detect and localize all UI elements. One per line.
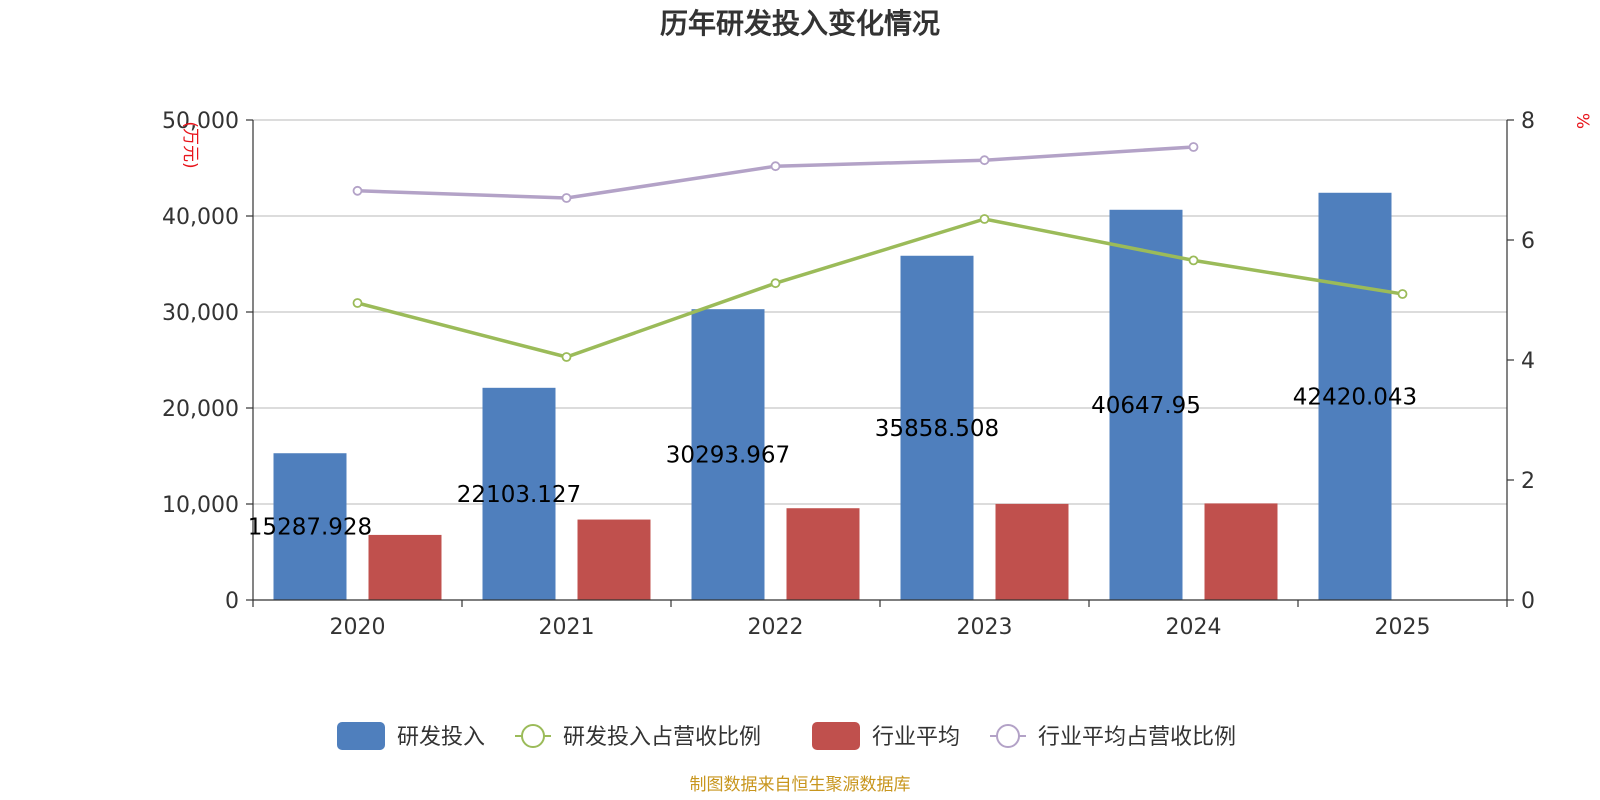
industry-ratio-point bbox=[352, 185, 363, 196]
industry-bar bbox=[995, 503, 1069, 600]
legend: 研发投入 研发投入占营收比例 行业平均 行业平均占营收比例 bbox=[337, 722, 1236, 750]
data-labels: 15287.928 22103.127 30293.967 35858.508 4064… bbox=[248, 384, 1417, 540]
legend-rd-label: 研发投入 bbox=[397, 725, 485, 750]
legend-industry-ratio-label: 行业平均占营收比例 bbox=[1038, 725, 1236, 750]
x-tick-label: 2024 bbox=[1166, 615, 1222, 640]
bar-value-label: 42420.043 bbox=[1293, 384, 1417, 410]
industry-bar bbox=[786, 508, 860, 600]
bars bbox=[273, 192, 1392, 601]
x-tick-label: 2025 bbox=[1375, 615, 1431, 640]
rd-ratio-point bbox=[352, 298, 363, 308]
rd-bar bbox=[691, 309, 765, 600]
left-tick-label: 10,000 bbox=[162, 493, 239, 518]
industry-bar bbox=[577, 519, 651, 600]
rd-bar bbox=[273, 453, 347, 600]
grid bbox=[253, 119, 1507, 505]
rd-ratio-point bbox=[561, 352, 572, 362]
legend-industry-ratio-marker bbox=[996, 724, 1020, 748]
industry-ratio-point bbox=[1188, 142, 1199, 152]
legend-rd-ratio-label: 研发投入占营收比例 bbox=[563, 725, 761, 750]
right-axis-unit: % bbox=[1572, 113, 1592, 129]
left-tick-label: 20,000 bbox=[162, 397, 239, 422]
rd-ratio-point bbox=[979, 214, 990, 224]
rd-ratio-point bbox=[770, 278, 781, 289]
left-tick-label: 30,000 bbox=[162, 301, 239, 326]
bar-value-label: 22103.127 bbox=[457, 482, 581, 508]
x-tick-label: 2021 bbox=[539, 615, 595, 640]
axes: 0 10,000 20,000 30,000 40,000 50,000 0 2 4 6 8 2020… bbox=[162, 109, 1535, 640]
rd-bar bbox=[900, 255, 974, 601]
industry-ratio-line bbox=[357, 145, 1194, 200]
legend-industry-swatch bbox=[812, 722, 860, 750]
x-tick-label: 2022 bbox=[748, 615, 804, 640]
industry-bar bbox=[1204, 503, 1278, 600]
x-tick-label: 2020 bbox=[330, 615, 386, 640]
right-tick-label: 2 bbox=[1521, 469, 1535, 494]
rd-ratio-line bbox=[357, 217, 1403, 359]
right-tick-label: 4 bbox=[1521, 349, 1535, 374]
rd-ratio-point bbox=[1397, 289, 1408, 299]
right-tick-label: 0 bbox=[1521, 589, 1535, 614]
industry-ratio-point bbox=[561, 193, 572, 203]
right-tick-label: 8 bbox=[1521, 109, 1535, 134]
industry-bar bbox=[368, 534, 442, 600]
source-note: 制图数据来自恒生聚源数据库 bbox=[690, 775, 911, 795]
bar-value-label: 30293.967 bbox=[666, 443, 790, 469]
rd-bar bbox=[1109, 209, 1183, 601]
left-tick-label: 40,000 bbox=[162, 205, 239, 230]
left-tick-label: 50,000 bbox=[162, 109, 239, 134]
industry-ratio-point bbox=[979, 155, 990, 166]
lines bbox=[352, 142, 1408, 362]
bar-value-label: 15287.928 bbox=[248, 515, 372, 541]
rd-ratio-point bbox=[1188, 255, 1199, 266]
rd-bar bbox=[1318, 192, 1392, 601]
bar-value-label: 35858.508 bbox=[875, 416, 999, 442]
x-tick-label: 2023 bbox=[957, 615, 1013, 640]
chart-title: 历年研发投入变化情况 bbox=[660, 7, 940, 40]
right-tick-label: 6 bbox=[1521, 229, 1535, 254]
legend-rd-ratio-marker bbox=[521, 724, 545, 748]
legend-industry-label: 行业平均 bbox=[872, 725, 960, 750]
bar-value-label: 40647.95 bbox=[1091, 393, 1201, 419]
legend-rd-swatch bbox=[337, 722, 385, 750]
industry-ratio-point bbox=[770, 161, 781, 172]
left-tick-label: 0 bbox=[225, 589, 239, 614]
rd-bar bbox=[482, 387, 556, 600]
left-axis-unit: (万元) bbox=[180, 121, 200, 168]
